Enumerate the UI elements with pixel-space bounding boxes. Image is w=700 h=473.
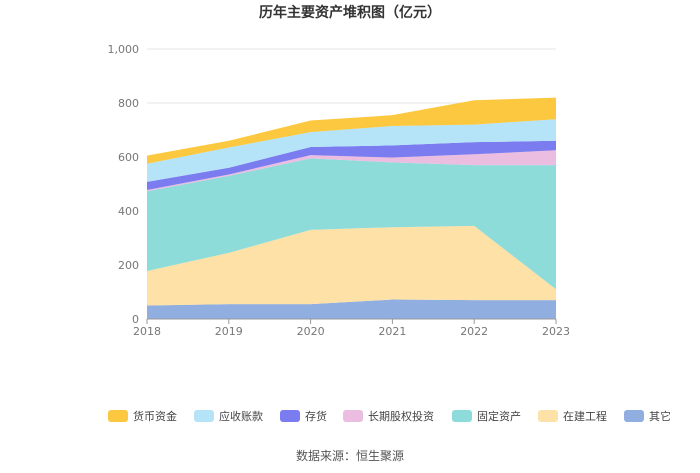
legend-swatch bbox=[280, 410, 300, 422]
legend-swatch bbox=[624, 410, 644, 422]
legend-swatch bbox=[538, 410, 558, 422]
legend-label: 存货 bbox=[305, 409, 327, 423]
y-tick-label: 800 bbox=[118, 97, 139, 110]
legend-item[interactable]: 固定资产 bbox=[452, 409, 521, 423]
legend-label: 其它 bbox=[649, 409, 671, 423]
legend-item[interactable]: 存货 bbox=[280, 409, 327, 423]
x-tick-label: 2019 bbox=[215, 325, 243, 338]
chart-title: 历年主要资产堆积图（亿元） bbox=[259, 4, 441, 21]
area-series-0 bbox=[147, 299, 556, 319]
legend-item[interactable]: 货币资金 bbox=[108, 409, 177, 423]
legend-swatch bbox=[452, 410, 472, 422]
y-tick-label: 600 bbox=[118, 151, 139, 164]
source-note: 数据来源：恒生聚源 bbox=[296, 448, 404, 463]
x-tick-label: 2022 bbox=[460, 325, 488, 338]
y-tick-label: 0 bbox=[132, 313, 139, 326]
legend-label: 固定资产 bbox=[477, 409, 521, 423]
legend-label: 应收账款 bbox=[219, 409, 263, 423]
x-tick-label: 2018 bbox=[133, 325, 161, 338]
y-tick-label: 200 bbox=[118, 259, 139, 272]
area-series-3 bbox=[147, 150, 556, 192]
area-layer bbox=[147, 97, 556, 319]
area-series-2 bbox=[147, 158, 556, 290]
legend-label: 在建工程 bbox=[563, 409, 607, 423]
area-series-1 bbox=[147, 225, 556, 306]
legend-item[interactable]: 长期股权投资 bbox=[343, 409, 434, 423]
area-series-5 bbox=[147, 119, 556, 182]
area-series-4 bbox=[147, 140, 556, 190]
legend-label: 货币资金 bbox=[133, 409, 177, 423]
y-tick-label: 400 bbox=[118, 205, 139, 218]
legend: 货币资金 应收账款 存货 长期股权投资 固定资产 在建工程 其它 bbox=[108, 409, 671, 423]
area-series-6 bbox=[147, 97, 556, 164]
y-tick-label: 1,000 bbox=[108, 43, 140, 56]
x-tick-label: 2020 bbox=[297, 325, 325, 338]
legend-item[interactable]: 其它 bbox=[624, 409, 671, 423]
legend-label: 长期股权投资 bbox=[368, 409, 434, 423]
legend-swatch bbox=[108, 410, 128, 422]
legend-swatch bbox=[343, 410, 363, 422]
legend-item[interactable]: 在建工程 bbox=[538, 409, 607, 423]
x-tick-label: 2023 bbox=[542, 325, 570, 338]
x-tick-label: 2021 bbox=[378, 325, 406, 338]
axes: 0 200 400 600 800 1,000 2018 2019 2020 2021 2022 20… bbox=[108, 43, 571, 338]
legend-item[interactable]: 应收账款 bbox=[194, 409, 263, 423]
legend-swatch bbox=[194, 410, 214, 422]
